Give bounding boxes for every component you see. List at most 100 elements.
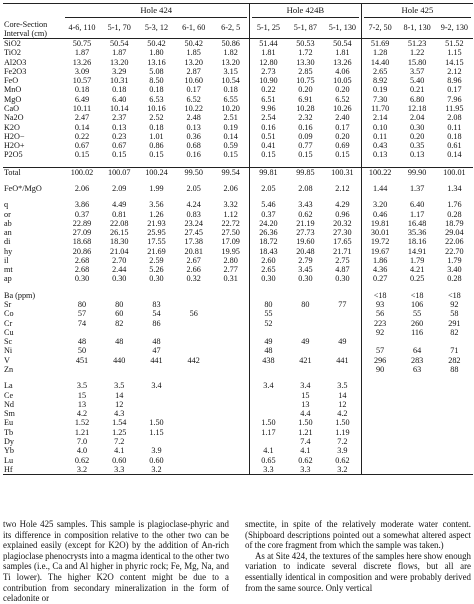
table-cell	[399, 381, 436, 390]
table-cell: 14	[338, 390, 347, 400]
table-cell	[360, 464, 399, 476]
table-cell	[360, 436, 399, 447]
gap-cell	[436, 177, 473, 184]
table-cell	[212, 456, 249, 465]
table-cell: 0.16	[298, 122, 313, 132]
table-cell	[212, 309, 249, 318]
table-cell	[287, 346, 324, 355]
gap-cell	[360, 159, 399, 168]
gap-cell	[175, 284, 212, 291]
table-cell: 0.10	[360, 122, 399, 132]
table-cell: 13.20	[110, 57, 129, 67]
table-cell: 22.06	[445, 237, 464, 247]
table-cell: 1.81	[249, 48, 287, 58]
table-cell: 0.15	[335, 150, 350, 160]
row-label: Fe2O3	[4, 66, 27, 76]
table-cell: 3.2	[63, 464, 101, 476]
gap-cell	[287, 160, 324, 168]
table-cell	[212, 409, 249, 418]
table-cell	[101, 328, 138, 337]
gap-cell	[287, 193, 324, 200]
table-cell: 1.87	[74, 48, 90, 58]
table-cell: 83	[152, 300, 161, 310]
table-row: Yb 4.0 4.1 3.9 4.1 4.1 3.9	[3, 446, 473, 456]
gap-cell	[63, 177, 100, 184]
table-cell: 2.87	[186, 66, 201, 76]
table-cell: 18.72	[249, 237, 287, 247]
table-cell: 21.93	[147, 218, 166, 228]
table-cell	[436, 446, 473, 455]
table-cell: 93	[360, 300, 399, 310]
row-label: Sr	[4, 300, 12, 310]
table-cell	[175, 409, 212, 418]
gap-cell	[399, 374, 436, 381]
table-row: Fe2O3 3.09 3.29 5.08 2.87 3.15 2.73 2.85 4.06 2.6…	[3, 66, 473, 77]
table-cell: 80	[249, 300, 287, 310]
row-label: ab	[4, 218, 12, 228]
section-gap	[3, 176, 473, 184]
table-cell: 55	[249, 309, 287, 319]
table-cell: 9.96	[249, 103, 287, 114]
table-cell: 0.13	[112, 122, 127, 132]
row-label: or	[4, 209, 11, 219]
table-cell: 60	[115, 309, 124, 319]
row-label: TiO2	[4, 48, 21, 58]
table-cell	[249, 436, 287, 447]
table-cell	[435, 464, 473, 476]
table-cell: 0.14	[74, 122, 90, 132]
gap-cell	[212, 374, 249, 381]
table-cell: 13.20	[221, 57, 240, 67]
table-cell: 74	[77, 318, 87, 328]
table-row: il 2.68 2.70 2.59 2.67 2.80 2.60 2.79 2.75 1.86 1.…	[3, 255, 473, 266]
table-cell: 1.50	[298, 418, 313, 428]
table-cell: 1.99	[149, 183, 164, 193]
table-cell: 47	[152, 346, 161, 356]
table-cell: 15	[301, 390, 310, 400]
table-cell	[175, 337, 212, 346]
table-cell	[101, 291, 138, 300]
table-row: La 3.5 3.5 3.4 3.4 3.4 3.5	[3, 381, 473, 391]
gap-cell	[138, 177, 175, 184]
table-cell: 2.06	[74, 183, 90, 193]
table-cell: 3.3	[286, 464, 325, 476]
table-cell: 0.20	[335, 131, 350, 141]
table-cell	[138, 365, 175, 374]
table-cell: 2.77	[223, 265, 238, 275]
row-label: Ce	[4, 390, 14, 400]
table-cell: 0.15	[112, 150, 127, 160]
table-cell: 20.86	[72, 246, 92, 256]
section-gap	[3, 159, 473, 168]
table-cell: 56	[189, 309, 198, 319]
table-cell: 4.2	[76, 409, 88, 419]
table-row: Eu 1.52 1.54 1.50 1.50 1.50 1.50	[3, 418, 473, 428]
table-cell: 1.15	[447, 48, 462, 58]
sample-interval-header: 5-1, 70	[100, 18, 138, 39]
table-cell: 1.87	[112, 48, 127, 58]
table-cell: 3.4	[249, 381, 287, 391]
table-cell: 6.52	[186, 94, 201, 104]
table-cell: 2.12	[447, 66, 462, 76]
table-cell: 11.70	[360, 103, 399, 114]
table-cell: 80	[115, 300, 124, 310]
gap-cell	[287, 177, 324, 184]
table-cell: 51.44	[249, 38, 287, 49]
table-cell	[175, 291, 212, 300]
table-cell: 2.48	[186, 113, 201, 123]
table-cell: 19.95	[221, 246, 240, 256]
table-cell: 0.77	[298, 141, 313, 151]
table-cell: 7.30	[360, 94, 399, 104]
row-label: mt	[4, 265, 13, 275]
table-cell: 260	[410, 318, 424, 328]
gap-cell	[324, 193, 361, 200]
table-cell: 0.16	[249, 122, 287, 132]
table-cell	[212, 365, 249, 374]
table-cell: 71	[450, 346, 459, 356]
table-row: Lu 0.62 0.60 0.60 0.65 0.62 0.62	[3, 455, 473, 465]
table-cell: 2.85	[298, 66, 313, 76]
table-cell: 0.25	[409, 274, 425, 284]
table-cell: 2.08	[298, 183, 313, 193]
gap-cell	[324, 284, 361, 291]
table-cell: 2.08	[447, 113, 462, 123]
table-cell: 3.5	[114, 381, 125, 391]
gap-cell	[63, 160, 100, 168]
